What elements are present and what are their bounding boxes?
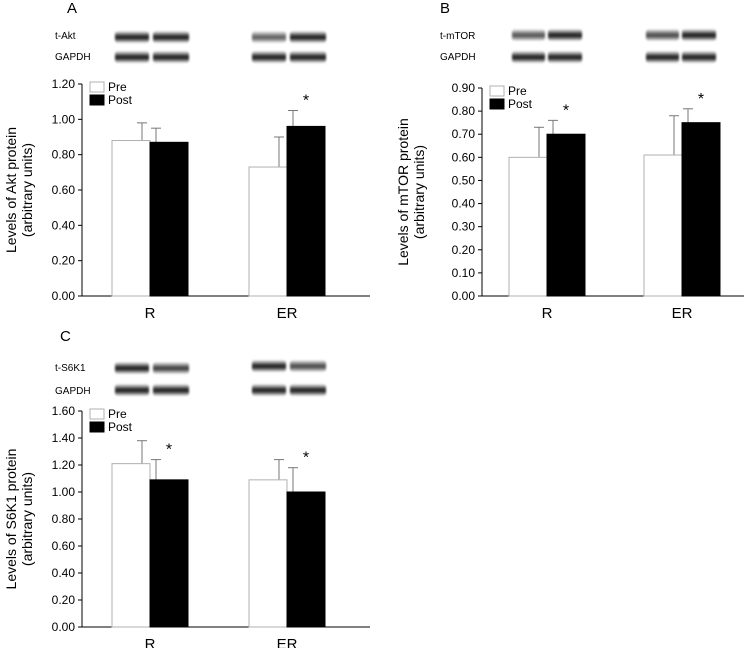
bar-pre-er [248,479,288,628]
y-tick-label: 0.10 [452,266,476,280]
y-tick-label: 1.00 [52,112,76,126]
y-tick-label: 0.20 [52,593,76,607]
legend-label: Post [108,420,133,434]
blot-control-label: GAPDH [55,386,91,397]
panel-letter: B [440,0,451,17]
y-tick-label: 1.40 [52,431,76,445]
legend-label: Pre [108,407,127,421]
legend-label: Post [508,97,533,111]
legend-label: Post [108,93,133,107]
western-blot-target [644,29,718,41]
y-tick-label: 0.40 [52,218,76,232]
western-blot-control [510,51,584,63]
significance-marker: * [698,91,704,108]
x-tick-label: ER [277,305,298,320]
x-tick-label: ER [277,636,298,648]
legend-swatch [89,94,105,106]
panel-c: C t-S6K1 GAPDH 0.00 0.20 0.40 0.60 0.80 1.00 1… [0,326,374,648]
legend-swatch [89,408,105,420]
western-blot-control [250,51,328,63]
panel-letter: A [67,0,78,17]
y-axis-label: Levels of S6K1 protein(arbitrary units) [3,449,35,590]
significance-marker: * [166,442,172,459]
y-tick-label: 0.60 [52,539,76,553]
bar-chart: 0.00 0.20 0.40 0.60 0.80 1.00 1.20 Levels of Ak… [3,77,370,320]
western-blot-target [113,31,191,43]
y-tick-label: 0.40 [52,566,76,580]
y-tick-label: 0.80 [452,104,476,118]
western-blot-control [113,384,191,396]
x-tick-label: R [145,636,156,648]
y-tick-label: 0.30 [452,220,476,234]
x-tick-label: R [542,305,553,320]
panel-letter: C [60,328,71,345]
panel-b: B t-mTOR GAPDH 0.00 0.10 0.20 0.30 0.40 0.50 0… [374,0,748,320]
y-tick-label: 0.60 [452,150,476,164]
legend-swatch [89,81,105,93]
bar-pre-er [643,154,683,297]
bar-pre-r [508,156,548,297]
legend-swatch [89,421,105,433]
y-tick-label: 0.00 [52,289,76,303]
x-tick-label: R [145,305,156,320]
y-axis-label: Levels of Akt protein(arbitrary units) [3,127,35,253]
significance-marker: * [563,102,569,119]
blot-target-label: t-mTOR [440,31,476,42]
significance-marker: * [303,450,309,467]
blot-control-label: GAPDH [440,52,476,63]
y-tick-label: 1.20 [52,458,76,472]
significance-marker: * [303,93,309,110]
y-tick-label: 0.50 [452,173,476,187]
bar-pre-er [248,166,288,297]
bar-post-r [149,141,189,297]
bar-pre-r [111,463,151,628]
western-blot-target [510,29,584,41]
legend-swatch [489,85,505,97]
y-tick-label: 0.00 [452,289,476,303]
y-tick-label: 0.70 [452,127,476,141]
blot-control-label: GAPDH [55,52,91,63]
y-tick-label: 0.00 [52,620,76,634]
western-blot-target [113,362,191,374]
western-blot-target [250,31,328,43]
western-blot-control [113,51,191,63]
y-tick-label: 0.20 [452,243,476,257]
bar-chart: 0.00 0.10 0.20 0.30 0.40 0.50 0.60 0.70 0.80 0.90… [395,81,744,320]
bar-post-r [149,479,189,628]
y-tick-label: 1.60 [52,404,76,418]
western-blot-control [644,51,718,63]
bar-pre-r [111,140,151,297]
western-blot-target [250,360,328,372]
bar-post-er [286,491,326,628]
y-tick-label: 0.60 [52,183,76,197]
panel-a: A t-Akt GAPDH 0.00 0.20 0.40 0.60 0.80 1.00 1.… [0,0,374,320]
y-tick-label: 0.20 [52,254,76,268]
y-tick-label: 1.00 [52,485,76,499]
western-blot-control [250,384,328,396]
bar-chart: 0.00 0.20 0.40 0.60 0.80 1.00 1.20 1.40 1.60 Leve… [3,404,370,648]
blot-target-label: t-S6K1 [55,363,86,374]
y-tick-label: 0.80 [52,148,76,162]
legend-label: Pre [508,84,527,98]
y-axis-label: Levels of mTOR protein(arbitrary units) [395,118,427,266]
legend-swatch [489,98,505,110]
legend-label: Pre [108,80,127,94]
y-tick-label: 0.40 [452,197,476,211]
bar-post-er [681,122,721,297]
x-tick-label: ER [672,305,693,320]
bar-post-r [546,133,586,297]
bar-post-er [286,125,326,297]
blot-target-label: t-Akt [55,31,76,42]
y-tick-label: 1.20 [52,77,76,91]
y-tick-label: 0.90 [452,81,476,95]
y-tick-label: 0.80 [52,512,76,526]
